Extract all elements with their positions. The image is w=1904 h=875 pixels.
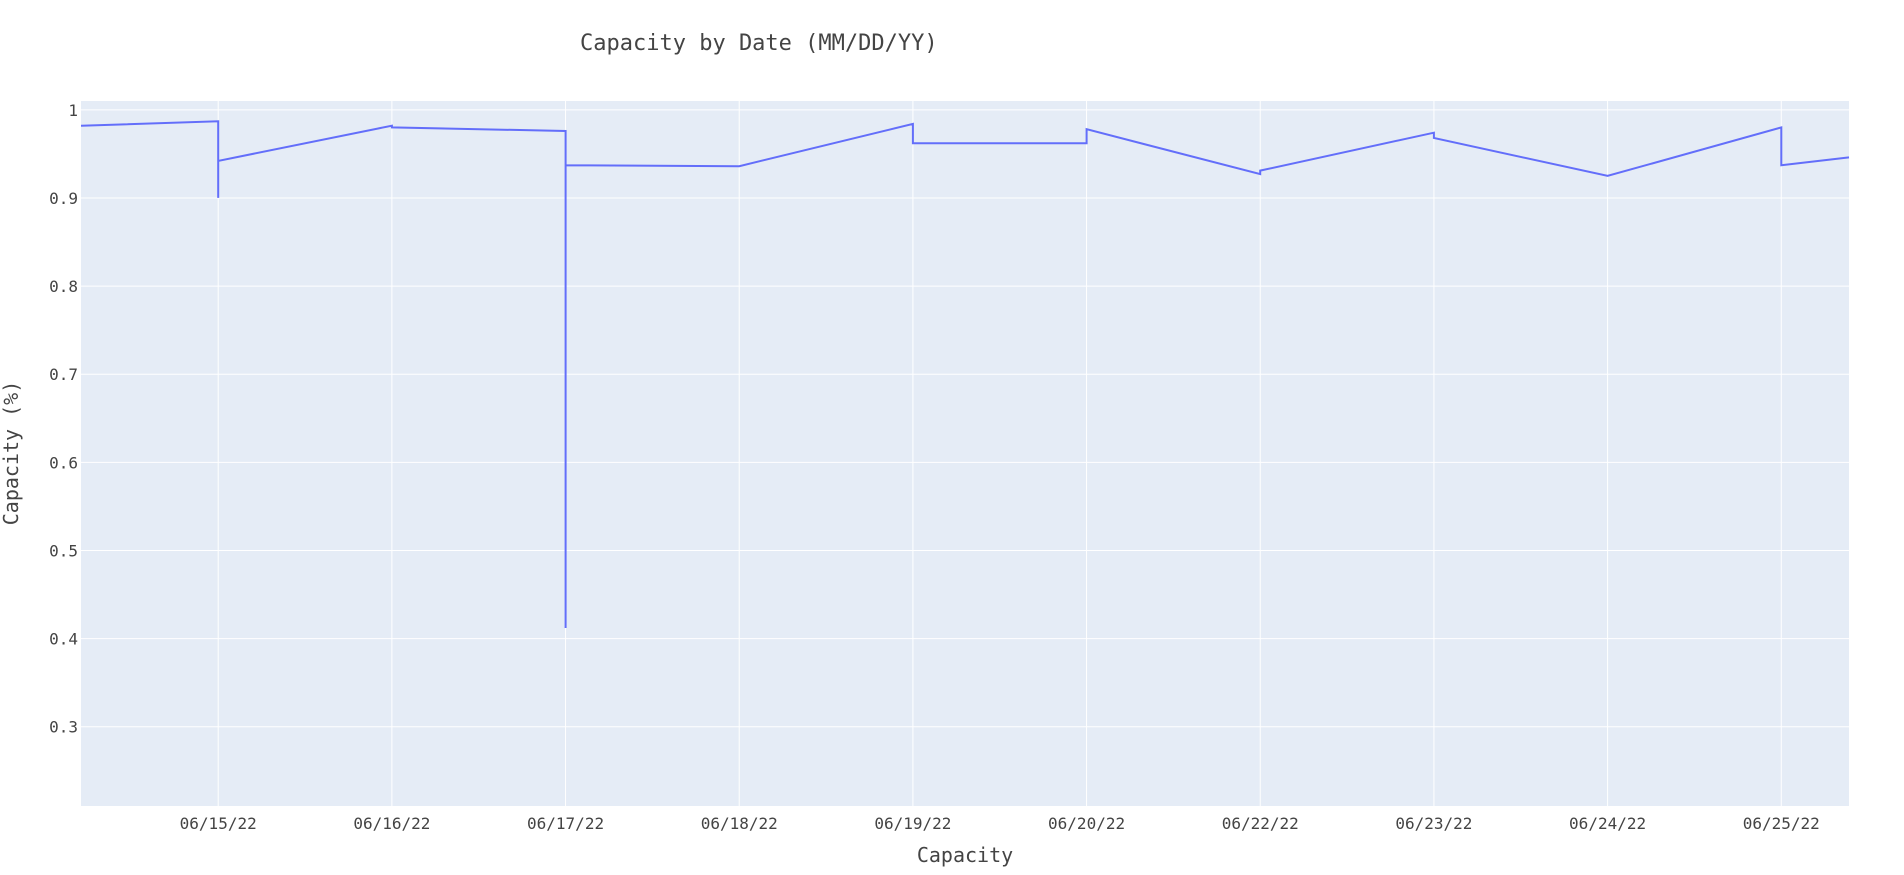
x-tick-label: 06/22/22 [1222, 814, 1299, 833]
y-axis-title: Capacity (%) [0, 381, 23, 526]
y-tick-label: 0.3 [49, 718, 78, 737]
y-tick-label: 1 [68, 101, 78, 120]
y-tick-label: 0.6 [49, 453, 78, 472]
x-tick-label: 06/16/22 [353, 814, 430, 833]
x-tick-label: 06/23/22 [1395, 814, 1472, 833]
x-tick-label: 06/18/22 [701, 814, 778, 833]
x-tick-label: 06/19/22 [874, 814, 951, 833]
y-axis-ticks: 0.3 0.4 0.5 0.6 0.7 0.8 0.9 1 [49, 101, 78, 737]
x-tick-label: 06/15/22 [180, 814, 257, 833]
x-axis-ticks: 06/15/22 06/16/22 06/17/22 06/18/22 06/19/22… [180, 814, 1820, 833]
series-line [80, 120, 1850, 628]
y-tick-label: 0.5 [49, 541, 78, 560]
x-tick-label: 06/20/22 [1048, 814, 1125, 833]
x-axis-title: Capacity [917, 843, 1013, 867]
x-tick-label: 06/24/22 [1569, 814, 1646, 833]
x-tick-label: 06/17/22 [527, 814, 604, 833]
plot-area [81, 101, 1849, 806]
y-tick-label: 0.8 [49, 277, 78, 296]
y-tick-label: 0.4 [49, 630, 78, 649]
y-tick-label: 0.9 [49, 189, 78, 208]
y-tick-label: 0.7 [49, 365, 78, 384]
chart-title: Capacity by Date (MM/DD/YY) [580, 31, 938, 56]
x-tick-label: 06/25/22 [1743, 814, 1820, 833]
